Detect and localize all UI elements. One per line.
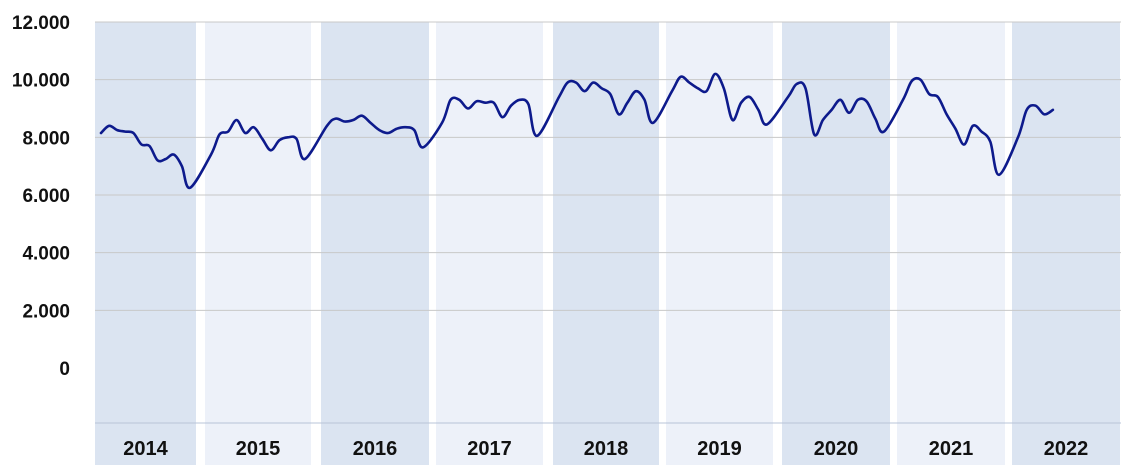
y-tick-label: 6.000 — [22, 186, 70, 207]
y-axis: 0 2.000 4.000 6.000 8.000 10.000 12.000 — [12, 13, 70, 380]
gridlines — [95, 21, 1121, 311]
x-tick-label-2021: 2021 — [929, 438, 974, 460]
year-band-2016 — [321, 22, 429, 465]
year-band-2018 — [553, 22, 659, 465]
series-line — [99, 72, 1055, 190]
y-tick-label: 0 — [59, 359, 70, 380]
x-tick-label-2022: 2022 — [1044, 438, 1089, 460]
year-band-2021 — [897, 22, 1005, 465]
year-band-2017 — [436, 22, 543, 465]
year-band-2022 — [1012, 22, 1120, 465]
x-tick-label-2015: 2015 — [236, 438, 281, 460]
x-tick-label-2016: 2016 — [353, 438, 398, 460]
year-bands — [95, 22, 1120, 465]
series — [99, 72, 1055, 190]
y-tick-label: 10.000 — [12, 71, 70, 92]
year-band-2020 — [782, 22, 890, 465]
x-tick-label-2019: 2019 — [697, 438, 742, 460]
x-axis: 2014 2015 2016 2017 2018 2019 2020 2021 2022 — [95, 422, 1121, 460]
x-tick-label-2018: 2018 — [584, 438, 629, 460]
y-tick-label: 4.000 — [22, 244, 70, 265]
year-band-2014 — [95, 22, 196, 465]
year-band-2019 — [666, 22, 773, 465]
y-tick-label: 8.000 — [22, 128, 70, 149]
y-tick-label: 12.000 — [12, 13, 70, 34]
y-tick-label: 2.000 — [22, 301, 70, 322]
x-tick-label-2014: 2014 — [123, 438, 168, 460]
x-tick-label-2020: 2020 — [814, 438, 859, 460]
year-band-2015 — [205, 22, 311, 465]
x-tick-label-2017: 2017 — [467, 438, 512, 460]
